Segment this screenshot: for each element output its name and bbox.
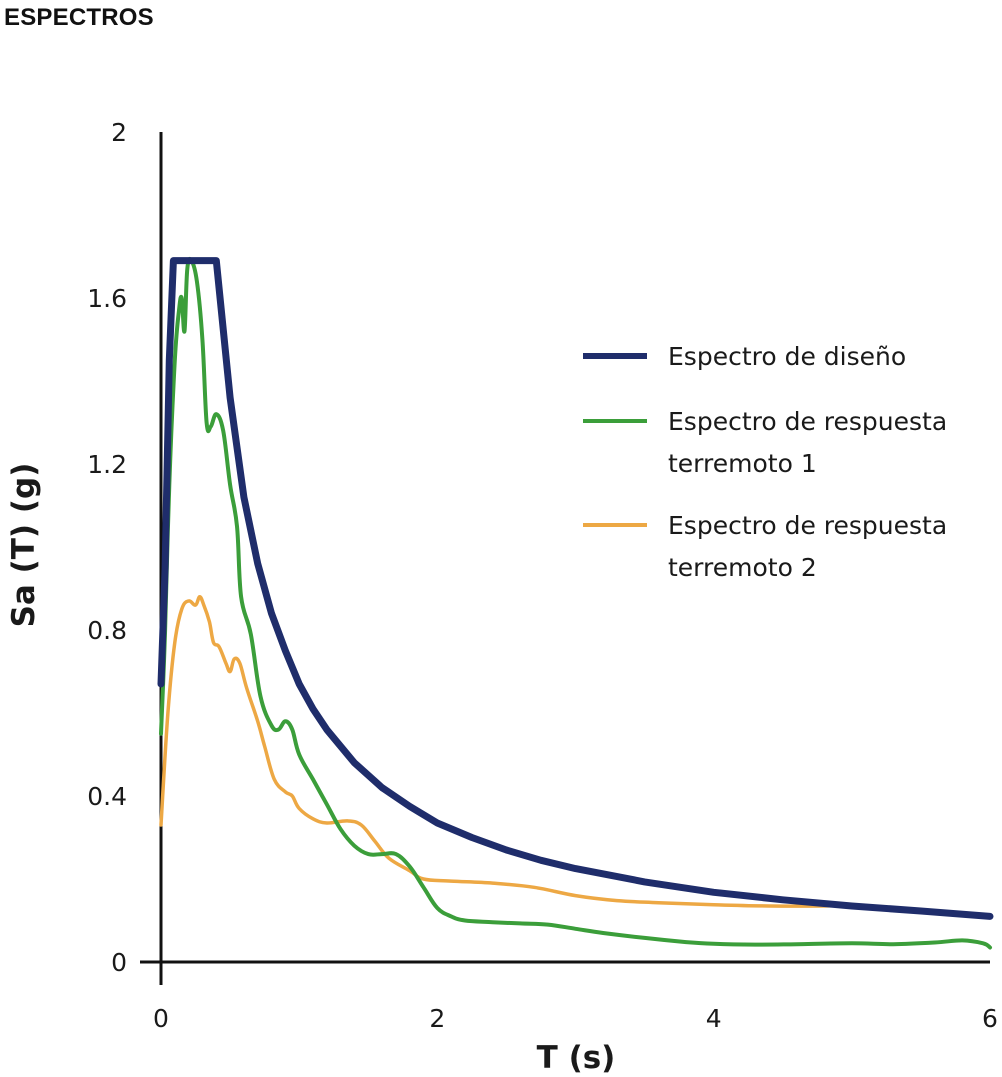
response-spectrum-2-legend-label: terremoto 2 [668,553,817,582]
x-tick-label: 0 [153,1004,169,1033]
y-tick-label: 1.6 [87,284,127,313]
chart-axes: 0 0.4 0.8 1.2 1.6 2 0 2 4 6 T (s) Sa (T) (g) [6,118,998,1076]
response-spectrum-2-legend-label: Espectro de respuesta [668,511,947,540]
y-tick-label: 1.2 [87,450,127,479]
y-axis-title: Sa (T) (g) [6,463,42,628]
response-spectrum-1-legend-label: Espectro de respuesta [668,407,947,436]
x-tick-label: 2 [429,1004,445,1033]
page-title: ESPECTROS [4,4,154,31]
response-spectrum-2-line [159,595,840,908]
x-axis-title: T (s) [537,1040,616,1076]
x-tick-label: 6 [982,1004,998,1033]
response-spectrum-1-legend-label: terremoto 1 [668,449,817,478]
y-tick-label: 2 [111,118,127,147]
chart-legend: Espectro de diseño Espectro de respuesta t… [583,342,947,582]
x-tick-label: 4 [706,1004,722,1033]
chart-series [157,256,994,950]
y-tick-label: 0.8 [87,616,127,645]
y-tick-label: 0.4 [87,782,127,811]
design-spectrum-line [157,257,994,920]
design-spectrum-legend-label: Espectro de diseño [668,342,906,371]
y-tick-label: 0 [111,948,127,977]
